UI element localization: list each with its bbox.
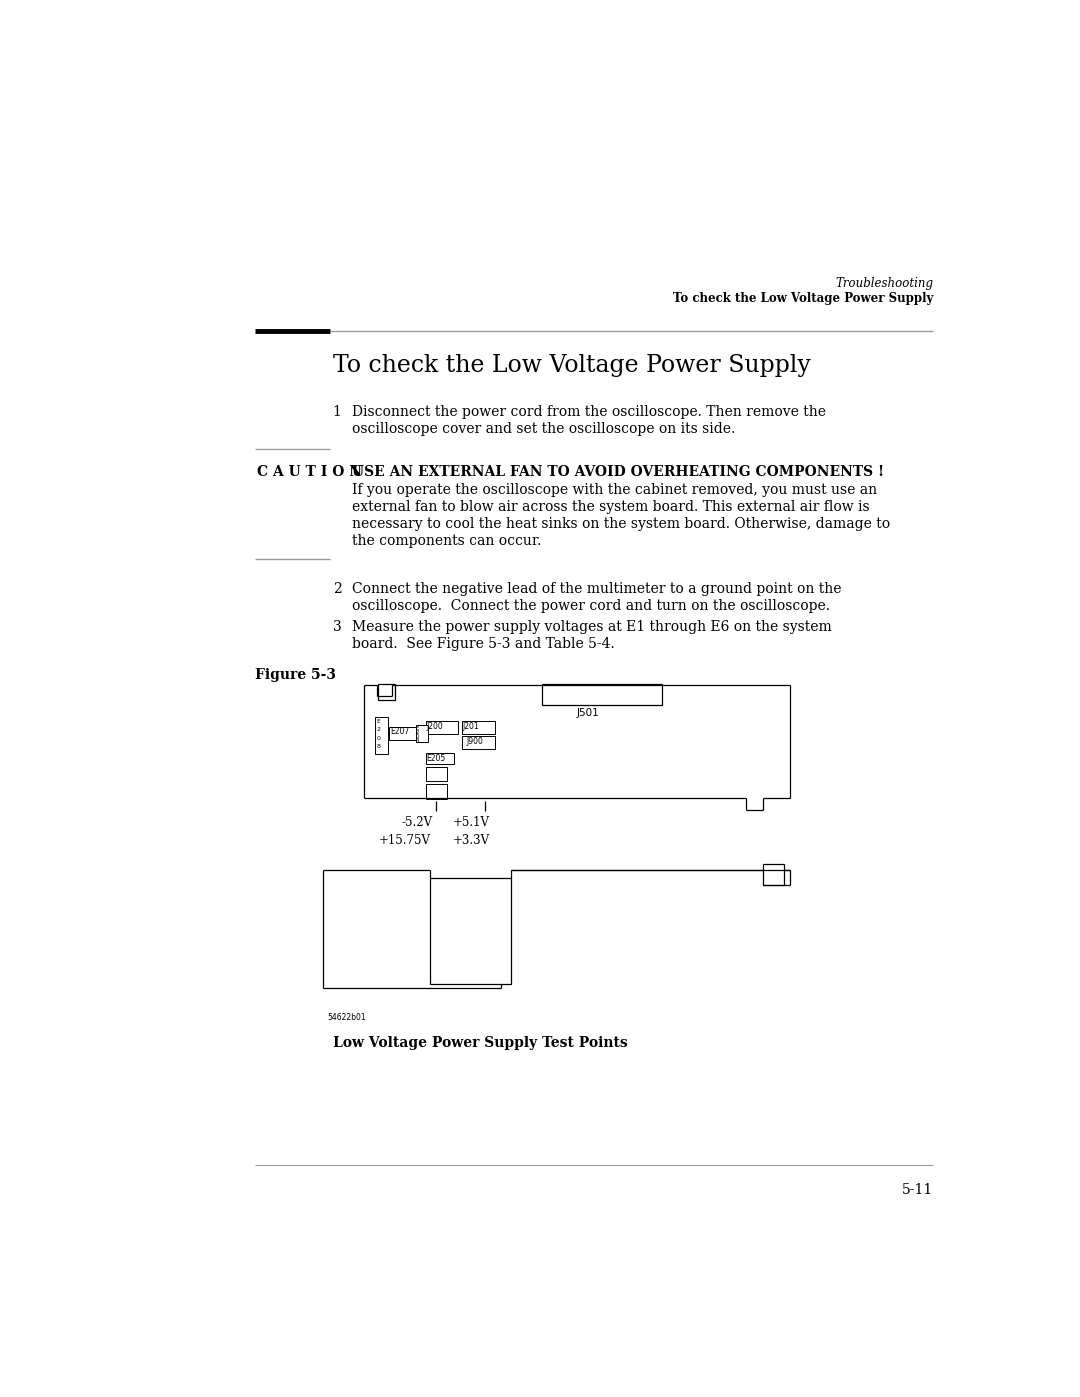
Text: +15.75V: +15.75V [379,834,431,847]
Text: +3.3V: +3.3V [453,834,490,847]
Text: To check the Low Voltage Power Supply: To check the Low Voltage Power Supply [673,292,933,306]
Text: 0: 0 [416,733,419,739]
Text: E: E [377,719,380,724]
Text: USE AN EXTERNAL FAN TO AVOID OVERHEATING COMPONENTS !: USE AN EXTERNAL FAN TO AVOID OVERHEATING… [352,465,885,479]
Text: J900: J900 [465,738,483,746]
Bar [462,721,495,733]
Text: To check the Low Voltage Power Supply: To check the Low Voltage Power Supply [333,353,810,377]
Text: Low Voltage Power Supply Test Points: Low Voltage Power Supply Test Points [333,1037,627,1051]
Bar [430,877,511,983]
Text: E205: E205 [427,753,446,763]
Text: necessary to cool the heat sinks on the system board. Otherwise, damage to: necessary to cool the heat sinks on the … [352,517,890,531]
Text: J200: J200 [427,722,443,731]
Text: 3: 3 [333,620,341,634]
Text: external fan to blow air across the system board. This external air flow is: external fan to blow air across the syst… [352,500,869,514]
Bar [462,736,495,749]
Text: E: E [416,726,419,731]
Text: C A U T I O N: C A U T I O N [257,465,363,479]
Text: 4: 4 [416,738,419,743]
Text: J501: J501 [577,708,599,718]
Bar [542,683,662,705]
Text: If you operate the oscilloscope with the cabinet removed, you must use an: If you operate the oscilloscope with the… [352,483,877,497]
Bar [426,721,458,733]
Text: Figure 5-3: Figure 5-3 [255,668,336,682]
Text: 2: 2 [377,728,380,732]
Text: -5.2V: -5.2V [402,816,433,828]
Bar [426,753,454,764]
Text: Measure the power supply voltages at E1 through E6 on the system: Measure the power supply voltages at E1 … [352,620,832,634]
Bar [375,718,389,754]
Text: 5-11: 5-11 [902,1182,933,1196]
Bar [426,767,447,781]
Text: J201: J201 [463,722,480,731]
Text: Disconnect the power cord from the oscilloscope. Then remove the: Disconnect the power cord from the oscil… [352,405,826,419]
Text: 2: 2 [333,583,341,597]
Text: E207: E207 [390,728,409,736]
Text: Troubleshooting: Troubleshooting [835,277,933,291]
Bar [762,863,784,886]
Text: 2: 2 [416,731,419,735]
Text: +5.1V: +5.1V [453,816,489,828]
Text: 1: 1 [333,405,341,419]
Text: oscilloscope cover and set the oscilloscope on its side.: oscilloscope cover and set the oscillosc… [352,422,735,436]
Text: 0: 0 [377,736,380,740]
Text: board.  See Figure 5-3 and Table 5-4.: board. See Figure 5-3 and Table 5-4. [352,637,615,651]
Text: Connect the negative lead of the multimeter to a ground point on the: Connect the negative lead of the multime… [352,583,841,597]
Text: 8: 8 [377,745,380,749]
Bar [378,683,395,700]
Text: oscilloscope.  Connect the power cord and turn on the oscilloscope.: oscilloscope. Connect the power cord and… [352,599,831,613]
Bar [389,726,422,740]
Bar [416,725,428,742]
Text: 54622b01: 54622b01 [327,1013,366,1023]
Text: the components can occur.: the components can occur. [352,534,541,548]
Bar [426,784,447,799]
